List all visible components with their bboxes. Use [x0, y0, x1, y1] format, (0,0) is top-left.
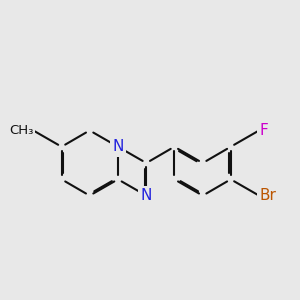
Text: N: N	[112, 139, 124, 154]
Text: CH₃: CH₃	[9, 124, 33, 137]
Text: Br: Br	[259, 188, 276, 203]
Text: F: F	[259, 123, 268, 138]
Text: N: N	[141, 188, 152, 203]
